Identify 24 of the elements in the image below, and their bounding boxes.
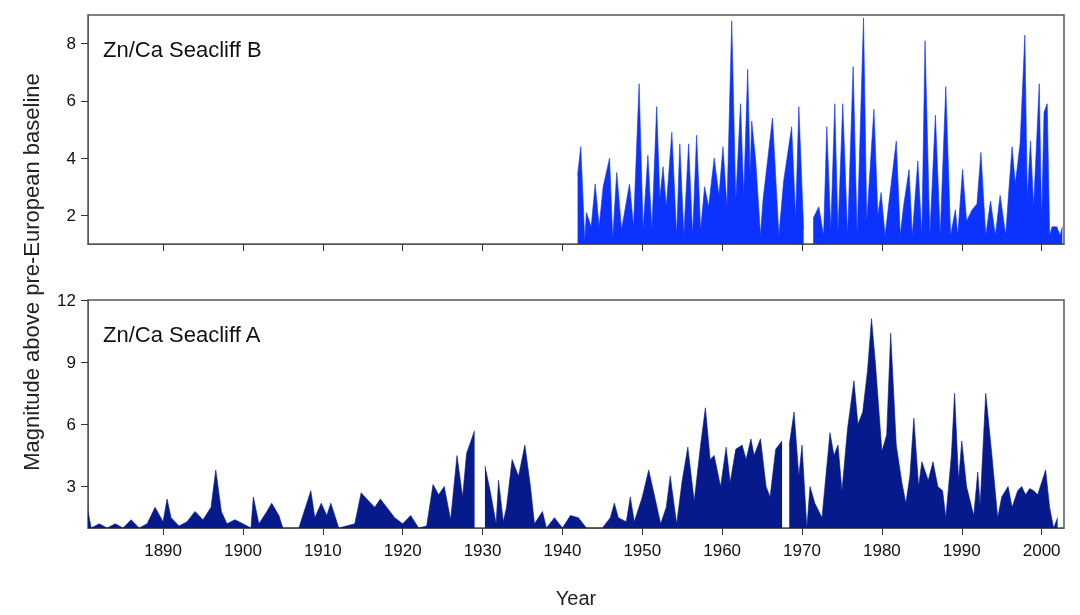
y-tick-label: 3 bbox=[66, 477, 76, 497]
y-tick-label: 4 bbox=[66, 148, 76, 168]
x-tick-label: 1950 bbox=[623, 541, 662, 560]
x-tick-label: 1890 bbox=[144, 541, 182, 560]
x-tick-label: 1930 bbox=[463, 541, 502, 560]
y-tick-label: 2 bbox=[66, 205, 76, 225]
x-tick-label: 1900 bbox=[224, 541, 262, 560]
x-tick-label: 1960 bbox=[703, 541, 742, 560]
text: Zn/Ca Seacliff A bbox=[103, 321, 261, 347]
x-tick-label: 1910 bbox=[303, 541, 342, 560]
x-tick-label: 2000 bbox=[1022, 541, 1061, 560]
y-tick-label: 8 bbox=[66, 34, 76, 54]
y-tick-label: 6 bbox=[66, 91, 76, 111]
y-tick-label: 9 bbox=[66, 352, 76, 372]
x-axis-title: Year bbox=[555, 587, 597, 609]
text: Zn/Ca Seacliff B bbox=[103, 36, 262, 62]
x-tick-label: 1990 bbox=[942, 541, 981, 560]
y-tick-label: 12 bbox=[57, 290, 76, 310]
y-axis-title: Magnitude above pre-European baseline bbox=[19, 73, 45, 471]
x-tick-label: 1940 bbox=[543, 541, 582, 560]
x-tick-label: 1920 bbox=[383, 541, 422, 560]
x-tick-label: 1980 bbox=[862, 541, 901, 560]
x-tick-label: 1970 bbox=[783, 541, 821, 560]
y-tick-label: 6 bbox=[66, 414, 76, 434]
